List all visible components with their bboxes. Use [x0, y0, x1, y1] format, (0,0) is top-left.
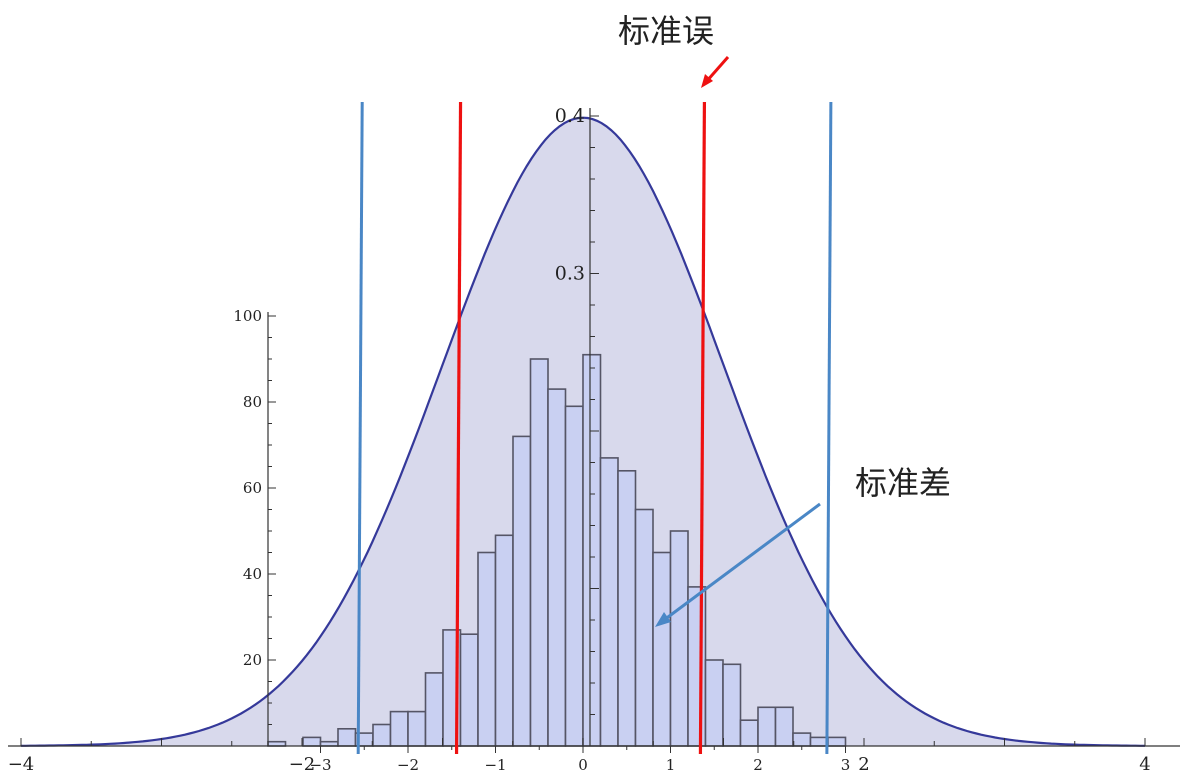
histogram-bar [267, 740, 287, 747]
histogram-bar [827, 736, 847, 747]
curve-x-tick-label: −2 [289, 754, 316, 775]
histogram-bar [512, 435, 532, 747]
curve-y-tick-label: 0.3 [555, 263, 585, 285]
histogram-bar [617, 469, 637, 747]
standard-deviation-line [825, 101, 833, 755]
histogram-bar [757, 706, 777, 747]
hist-y-tick-label: 100 [233, 307, 262, 325]
standard-error-label: 标准误 [618, 12, 715, 50]
histogram-bar [792, 732, 812, 747]
histogram-bar [599, 457, 619, 747]
histogram-bar [389, 710, 409, 747]
histogram-bar [529, 358, 549, 747]
hist-y-tick-label: 60 [243, 479, 262, 497]
histogram-bar [582, 353, 602, 747]
histogram-bar [494, 534, 514, 747]
curve-x-tick-label: −4 [8, 754, 35, 775]
histogram-bar [739, 719, 759, 747]
standard-deviation-arrowhead [655, 612, 671, 627]
standard-error-arrow [704, 56, 730, 83]
histogram-bar [704, 659, 724, 747]
standard-error-line [454, 101, 463, 755]
hist-x-tick-label: −2 [397, 756, 419, 774]
standard-deviation-line [356, 101, 364, 755]
curve-y-tick-label: 0.4 [555, 105, 585, 127]
standard-error-line [698, 101, 707, 755]
standard-deviation-arrow [663, 502, 821, 622]
histogram-layer [267, 353, 847, 747]
annotation-arrows [655, 56, 821, 627]
curve-x-tick-label: 2 [858, 754, 869, 775]
histogram-bar [634, 508, 654, 747]
hist-x-tick-label: −3 [309, 756, 331, 774]
histogram-bar [564, 405, 584, 747]
hist-y-tick-label: 80 [243, 393, 262, 411]
histogram-bar [669, 530, 689, 747]
histogram-bar [319, 740, 339, 747]
histogram-bar [302, 736, 322, 747]
hist-x-tick-label: 3 [841, 756, 851, 774]
histogram-bar [547, 388, 567, 747]
hist-y-tick-label: 40 [243, 565, 262, 583]
histogram-bar [424, 672, 444, 747]
curve-x-tick-label: 4 [1139, 754, 1150, 775]
standard-deviation-label: 标准差 [855, 464, 952, 502]
hist-x-tick-label: 0 [578, 756, 588, 774]
vertical-lines-layer [356, 101, 833, 755]
density-curve-line [21, 116, 1145, 747]
standard-error-arrowhead [701, 74, 713, 88]
histogram-bar [477, 551, 497, 747]
histogram-bar [774, 706, 794, 747]
hist-x-tick-label: 2 [753, 756, 763, 774]
histogram-bar [337, 727, 357, 747]
histogram-bar [459, 633, 479, 747]
hist-x-tick-label: 1 [666, 756, 676, 774]
hist-x-tick-label: −1 [484, 756, 506, 774]
histogram-bar [372, 723, 392, 747]
histogram-bar [652, 551, 672, 747]
histogram-bar [722, 663, 742, 747]
hist-y-tick-label: 20 [243, 651, 262, 669]
histogram-bar [407, 710, 427, 747]
histogram-bar [809, 736, 829, 747]
